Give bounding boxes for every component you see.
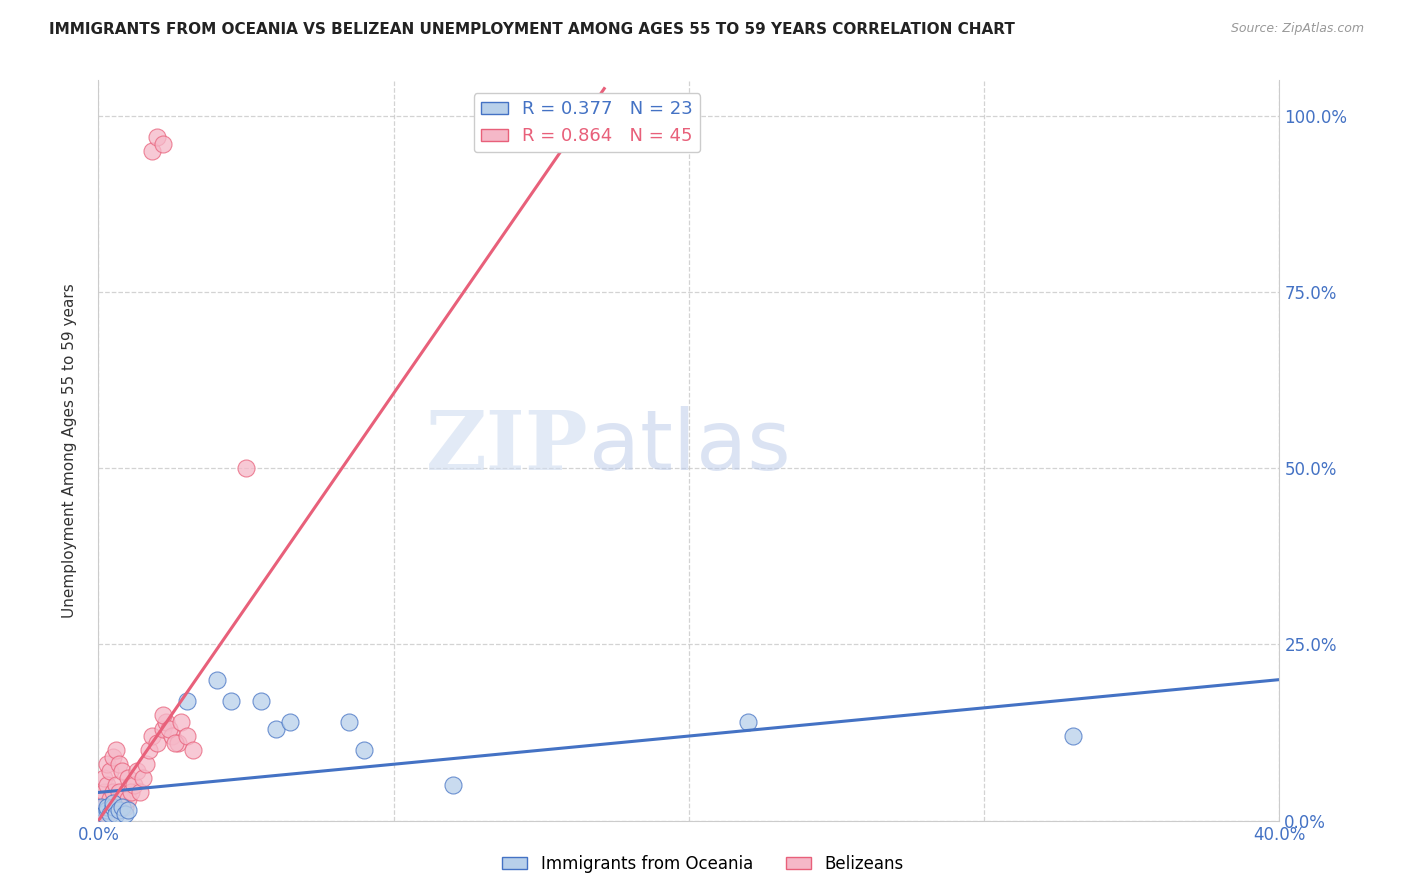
Point [176,729,198,743]
Point [108,803,131,817]
Point [93,785,115,799]
Point [117,792,139,806]
Point [176,694,198,708]
Point [235,461,257,475]
Point [181,743,204,757]
Point [120,785,142,799]
Point [98,792,121,806]
Point [93,799,115,814]
Point [155,714,177,729]
Point [141,144,163,158]
Point [146,129,169,144]
Text: ZIP: ZIP [426,407,589,487]
Point [157,722,180,736]
Point [135,757,157,772]
Point [114,799,136,814]
Text: atlas: atlas [589,406,790,487]
Point [114,806,136,821]
Point [103,785,125,799]
Legend: R = 0.377   N = 23, R = 0.864   N = 45: R = 0.377 N = 23, R = 0.864 N = 45 [474,93,700,153]
Point [138,743,160,757]
Point [111,792,134,806]
Point [128,785,150,799]
Point [125,764,148,779]
Point [103,799,125,814]
Point [221,694,243,708]
Point [90,799,112,814]
Point [441,778,464,792]
Point [108,757,131,772]
Point [111,799,134,814]
Point [1062,729,1084,743]
Point [98,806,121,821]
Point [96,806,118,821]
Point [250,694,273,708]
Point [90,792,112,806]
Point [117,803,139,817]
Legend: Immigrants from Oceania, Belizeans: Immigrants from Oceania, Belizeans [495,848,911,880]
Point [339,714,361,729]
Point [264,722,287,736]
Point [162,729,183,743]
Point [93,772,115,786]
Point [96,778,118,792]
Point [170,714,193,729]
Point [105,806,128,821]
Point [117,772,139,786]
Point [96,757,118,772]
Point [105,778,128,792]
Text: IMMIGRANTS FROM OCEANIA VS BELIZEAN UNEMPLOYMENT AMONG AGES 55 TO 59 YEARS CORRE: IMMIGRANTS FROM OCEANIA VS BELIZEAN UNEM… [49,22,1015,37]
Point [90,799,112,814]
Point [105,743,128,757]
Point [205,673,228,687]
Point [165,736,187,750]
Point [280,714,302,729]
Point [108,785,131,799]
Point [103,750,125,764]
Point [146,736,169,750]
Point [111,764,134,779]
Point [152,136,174,151]
Point [353,743,375,757]
Point [90,806,112,821]
Point [141,729,163,743]
Point [132,772,155,786]
Point [167,736,190,750]
Point [98,764,121,779]
Y-axis label: Unemployment Among Ages 55 to 59 years: Unemployment Among Ages 55 to 59 years [62,283,77,618]
Point [103,796,125,810]
Point [737,714,759,729]
Point [152,707,174,722]
Point [122,778,145,792]
Point [96,803,118,817]
Point [152,722,174,736]
Point [96,799,118,814]
Point [93,806,115,821]
Text: Source: ZipAtlas.com: Source: ZipAtlas.com [1230,22,1364,36]
